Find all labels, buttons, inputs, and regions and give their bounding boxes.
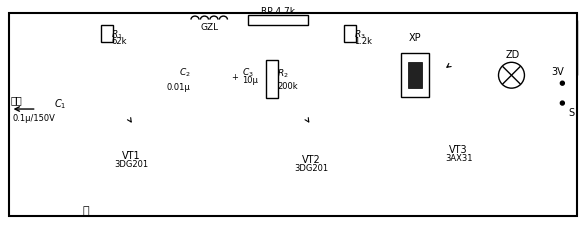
Bar xyxy=(401,54,429,98)
Text: $R_2$: $R_2$ xyxy=(277,68,289,80)
Text: 3V: 3V xyxy=(551,67,564,77)
Text: XP: XP xyxy=(408,33,421,43)
Text: 200k: 200k xyxy=(277,81,298,90)
Text: VT3: VT3 xyxy=(449,144,468,154)
Bar xyxy=(248,15,308,25)
Text: $C_3$: $C_3$ xyxy=(242,66,254,78)
Text: 0.01μ: 0.01μ xyxy=(166,82,190,91)
Circle shape xyxy=(560,82,564,86)
Text: VT2: VT2 xyxy=(302,154,321,164)
Bar xyxy=(344,25,356,43)
Text: $C_2$: $C_2$ xyxy=(179,67,190,79)
Text: +: + xyxy=(231,72,238,81)
Text: 3AX31: 3AX31 xyxy=(445,153,472,163)
Text: ZD: ZD xyxy=(505,50,520,60)
Text: $R_3$: $R_3$ xyxy=(354,28,366,41)
Text: $C_1$: $C_1$ xyxy=(53,97,66,111)
Text: 探头: 探头 xyxy=(11,95,22,105)
Text: GZL: GZL xyxy=(200,22,218,31)
Text: 3DG201: 3DG201 xyxy=(294,163,328,172)
Bar xyxy=(101,25,114,43)
Text: 10μ: 10μ xyxy=(242,75,258,84)
Text: $R_1$: $R_1$ xyxy=(111,28,123,41)
Bar xyxy=(9,14,577,216)
Text: S: S xyxy=(568,108,574,118)
Text: 地: 地 xyxy=(82,205,89,215)
Text: VT1: VT1 xyxy=(122,150,141,160)
Circle shape xyxy=(499,63,524,89)
Text: 62k: 62k xyxy=(111,37,127,46)
Text: 1.2k: 1.2k xyxy=(354,37,372,46)
Text: 3DG201: 3DG201 xyxy=(114,160,148,168)
Text: RP 4.7k: RP 4.7k xyxy=(261,7,295,15)
Text: 0.1μ/150V: 0.1μ/150V xyxy=(13,114,56,123)
Bar xyxy=(408,63,422,89)
Circle shape xyxy=(560,102,564,106)
Bar xyxy=(266,61,278,99)
